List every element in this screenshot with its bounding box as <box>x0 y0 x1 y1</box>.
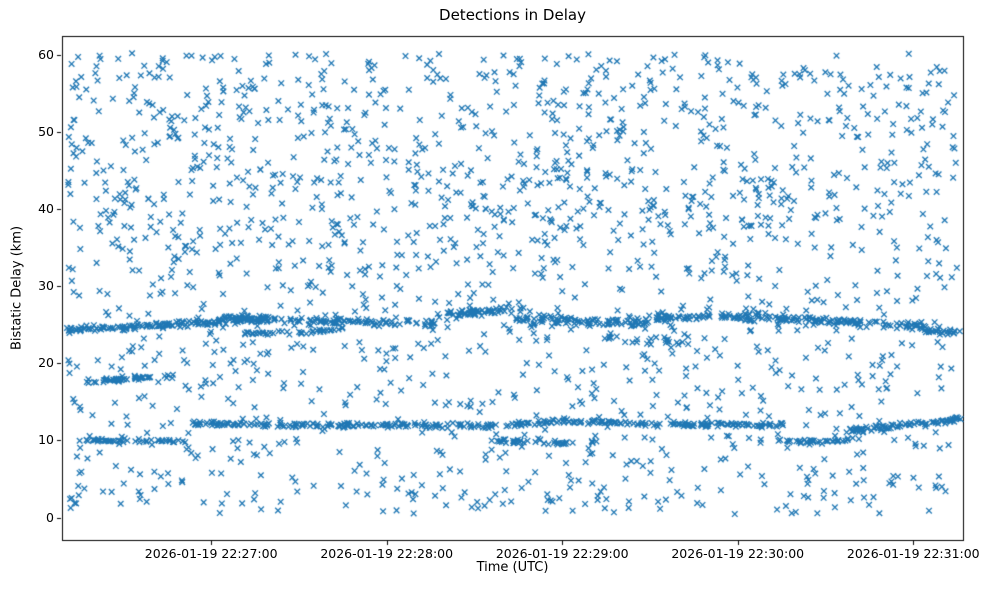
y-tick-label: 0 <box>46 509 54 525</box>
y-tick-label: 40 <box>38 200 54 216</box>
chart-title: Detections in Delay <box>439 6 586 24</box>
y-tick-label: 20 <box>38 355 54 371</box>
x-axis-label: Time (UTC) <box>476 560 549 575</box>
y-tick-label: 50 <box>38 123 54 139</box>
x-tick-label: 2026-01-19 22:30:00 <box>671 546 805 561</box>
x-tick-label: 2026-01-19 22:27:00 <box>144 546 278 561</box>
x-tick-label: 2026-01-19 22:31:00 <box>846 546 980 561</box>
y-tick-label: 10 <box>38 432 54 448</box>
y-tick-label: 60 <box>38 46 54 62</box>
x-tick-label: 2026-01-19 22:28:00 <box>320 546 454 561</box>
y-tick-label: 30 <box>38 278 54 294</box>
x-tick-label: 2026-01-19 22:29:00 <box>495 546 629 561</box>
